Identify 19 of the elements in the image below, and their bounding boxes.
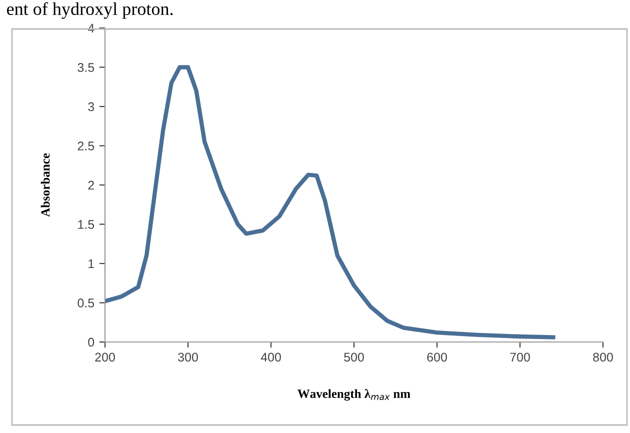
y-tick-label: 1 xyxy=(88,259,94,268)
y-tick-label: 1.5 xyxy=(78,220,94,229)
y-tick-label: 2.5 xyxy=(78,142,94,150)
x-tick-label: 200 xyxy=(95,352,115,362)
y-axis-title: Absorbance xyxy=(40,153,50,217)
x-tick-label: 700 xyxy=(510,352,530,362)
x-tick-label: 300 xyxy=(178,352,198,362)
x-tick-label: 600 xyxy=(427,352,447,362)
line-series xyxy=(105,65,556,340)
x-tick-label: 400 xyxy=(260,352,281,362)
y-tick-label: 0 xyxy=(88,338,94,347)
y-tick-label: 3.5 xyxy=(78,63,94,72)
x-tick-label: 800 xyxy=(593,352,613,362)
x-tick-label: 500 xyxy=(344,352,364,362)
y-tick-label: 3 xyxy=(88,102,94,112)
y-tick-label: 0.5 xyxy=(78,298,94,308)
text: ent of hydroxyl proton. xyxy=(7,2,173,19)
x-axis-title: Wavelength λ$_{max}$ nm xyxy=(298,389,410,401)
y-tick-label: 2 xyxy=(88,180,94,190)
